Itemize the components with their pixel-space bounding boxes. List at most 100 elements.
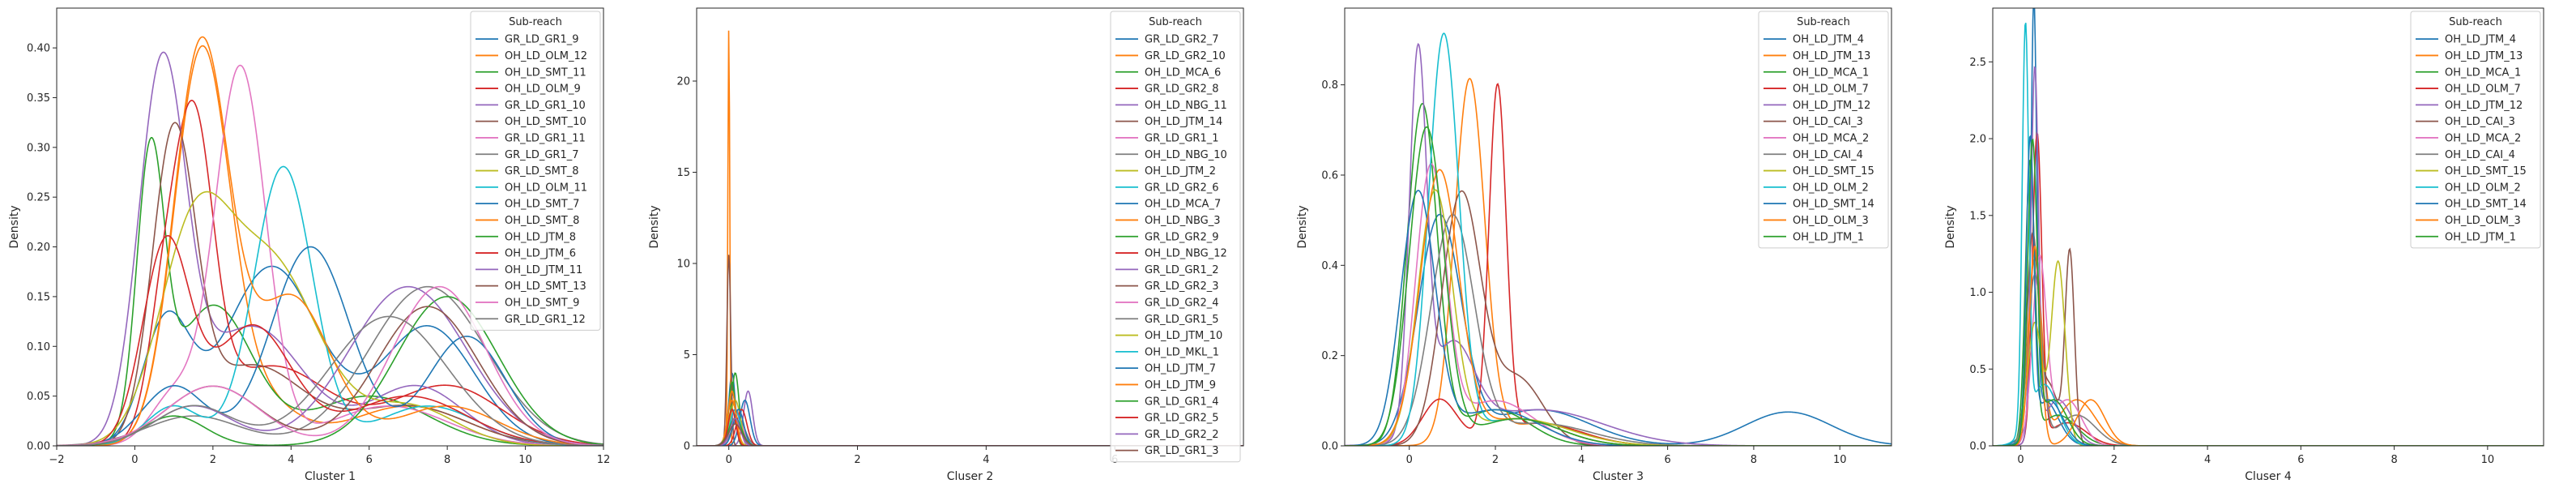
panels: −2 0 2 4 6 8 10 120.000.050.100.150.200.250.300…	[8, 7, 2544, 483]
y-tick-label: 0.25	[27, 192, 50, 204]
legend-entry: OH_LD_OLM_12	[505, 50, 587, 62]
legend-entry: OH_LD_JTM_6	[505, 248, 576, 260]
series-line-OH_LD_JTM_8	[57, 296, 603, 446]
legend-entry: OH_LD_NBG_10	[1145, 149, 1227, 161]
legend-entry: OH_LD_JTM_4	[2445, 34, 2516, 46]
legend-entry: OH_LD_JTM_12	[2445, 100, 2523, 112]
legend-entry: GR_LD_GR1_2	[1145, 264, 1219, 276]
series-line-OH_LD_SMT_14	[1993, 135, 2544, 446]
chart-panel-2: 024605101520Cluser 2DensitySub-reachGR_L…	[648, 7, 1244, 483]
x-axis-label: Cluster 3	[1593, 470, 1644, 483]
legend-entry: OH_LD_MCA_2	[1793, 132, 1869, 144]
legend-entry: GR_LD_GR1_3	[1145, 445, 1219, 457]
legend-entry: OH_LD_OLM_2	[2445, 182, 2521, 194]
x-tick-label: 2	[2111, 454, 2118, 466]
legend-entry: GR_LD_GR1_7	[505, 149, 579, 161]
legend-entry: GR_LD_GR2_10	[1145, 50, 1226, 62]
y-tick-label: 0.15	[27, 291, 50, 303]
legend-entry: OH_LD_JTM_8	[505, 231, 576, 243]
legend-entry: GR_LD_GR2_4	[1145, 297, 1219, 309]
legend-entry: GR_LD_SMT_8	[505, 165, 579, 178]
x-tick-label: −2	[49, 454, 64, 466]
legend-title: Sub-reach	[509, 16, 562, 28]
legend-entry: OH_LD_SMT_9	[505, 297, 579, 309]
y-tick-label: 0.35	[27, 92, 50, 105]
x-axis-label: Cluster 1	[305, 470, 356, 483]
y-tick-label: 2.0	[1969, 134, 1986, 146]
x-tick-label: 8	[2390, 454, 2397, 466]
legend-entry: OH_LD_CAI_3	[2445, 116, 2515, 128]
legend-entry: OH_LD_MCA_6	[1145, 66, 1221, 79]
y-tick-label: 20	[676, 76, 690, 88]
legend-entry: GR_LD_GR2_7	[1145, 34, 1219, 46]
x-tick-label: 2	[854, 454, 860, 466]
legend-entry: OH_LD_OLM_9	[505, 83, 581, 96]
legend-entry: OH_LD_SMT_11	[505, 66, 586, 79]
legend-entry: OH_LD_JTM_1	[1793, 231, 1864, 243]
legend-box	[2410, 11, 2541, 249]
y-tick-label: 0.8	[1321, 79, 1338, 92]
x-tick-label: 12	[597, 454, 611, 466]
y-tick-label: 0	[684, 441, 690, 453]
series-line-OH_LD_SMT_8	[57, 36, 603, 446]
y-tick-label: 0.0	[1969, 441, 1986, 453]
legend-entry: GR_LD_GR2_6	[1145, 182, 1219, 194]
legend-title: Sub-reach	[1797, 16, 1850, 28]
series-line-OH_LD_CAI_4	[1993, 274, 2544, 446]
y-axis-label: Density	[8, 205, 21, 248]
x-tick-label: 0	[726, 454, 732, 466]
series-line-OH_LD_OLM_2	[1993, 23, 2544, 446]
axes-frame	[56, 7, 604, 447]
legend-entry: OH_LD_NBG_12	[1145, 248, 1227, 260]
series-line-OH_LD_SMT_14	[1345, 190, 1891, 446]
chart-panel-1: −2 0 2 4 6 8 10 12 0.00 0.05 0.10 0.15 0.20 0.25 0.30 0…	[8, 7, 611, 483]
axes-frame	[1344, 7, 1892, 447]
legend-entry: OH_LD_CAI_4	[2445, 149, 2515, 161]
y-axis-label: Density	[648, 205, 661, 248]
y-tick-label: 2.5	[1969, 57, 1986, 69]
legend-entry: GR_LD_GR1_4	[1145, 396, 1219, 408]
legend-entry: OH_LD_JTM_1	[2445, 231, 2516, 243]
legend-entry: GR_LD_GR1_9	[505, 34, 579, 46]
x-tick-label: 0	[1406, 454, 1413, 466]
legend-entry: OH_LD_JTM_14	[1145, 116, 1222, 128]
x-tick-label: 0	[2017, 454, 2024, 466]
legend-entry: OH_LD_SMT_14	[1793, 199, 1874, 211]
legend-entry: OH_LD_SMT_15	[2445, 165, 2527, 178]
legend-entry: OH_LD_MKL_1	[1145, 346, 1219, 358]
legend-entry: OH_LD_NBG_11	[1145, 100, 1227, 112]
legend-entry: OH_LD_JTM_9	[1145, 379, 1216, 392]
legend-entry: OH_LD_MCA_2	[2445, 132, 2521, 144]
y-tick-label: 0.40	[27, 43, 50, 55]
legend-entry: OH_LD_SMT_14	[2445, 199, 2527, 211]
x-tick-label: 4	[2204, 454, 2211, 466]
axes-frame	[696, 7, 1244, 447]
series-line-GR_LD_GR1_10	[57, 51, 603, 446]
legend: Sub-reach OH_LD_JTM_4 OH_LD_JTM_13 OH_LD_MC…	[1758, 11, 1889, 249]
series-line-OH_LD_SMT_7	[57, 246, 603, 446]
legend: Sub-reach GR_LD_GR1_9 OH_LD_OLM_12 OH_LD_SM…	[470, 11, 601, 331]
x-tick-label: 6	[1664, 454, 1670, 466]
x-tick-label: 0	[131, 454, 138, 466]
legend-entry: OH_LD_JTM_2	[1145, 165, 1216, 178]
series-line-OH_LD_MCA_1	[1993, 159, 2544, 446]
x-axis-label: Cluser 2	[947, 470, 994, 483]
series-line-OH_LD_CAI_3	[1993, 230, 2544, 446]
y-tick-label: 15	[676, 167, 690, 179]
series-line-OH_LD_JTM_1	[1345, 126, 1891, 446]
legend-entry: OH_LD_MCA_1	[2445, 66, 2521, 79]
legend-box	[470, 11, 601, 331]
y-tick-label: 0.10	[27, 341, 50, 353]
y-tick-label: 0.5	[1969, 364, 1986, 376]
chart-panel-4: 0 2 4 6 8 10 0.0 0.5 1.0 1.5 2.0 2.5 Cluser 4 Density…	[1944, 7, 2544, 483]
legend: Sub-reach OH_LD_JTM_4 OH_LD_JTM_13 OH_LD_MC…	[2410, 11, 2541, 249]
x-axis-label: Cluser 4	[2245, 470, 2292, 483]
legend-entry: OH_LD_JTM_13	[1793, 50, 1870, 62]
legend-entry: OH_LD_JTM_7	[1145, 363, 1216, 375]
legend: Sub-reach GR_LD_GR2_7 GR_LD_GR2_10 OH_LD_MC…	[1110, 11, 1241, 463]
series-line-OH_LD_OLM_3	[1993, 245, 2544, 446]
legend-entry: OH_LD_MCA_7	[1145, 199, 1221, 211]
legend-entry: OH_LD_JTM_10	[1145, 330, 1222, 342]
series-line-OH_LD_JTM_12	[1993, 66, 2544, 446]
series-line-OH_LD_JTM_1	[1993, 138, 2544, 446]
